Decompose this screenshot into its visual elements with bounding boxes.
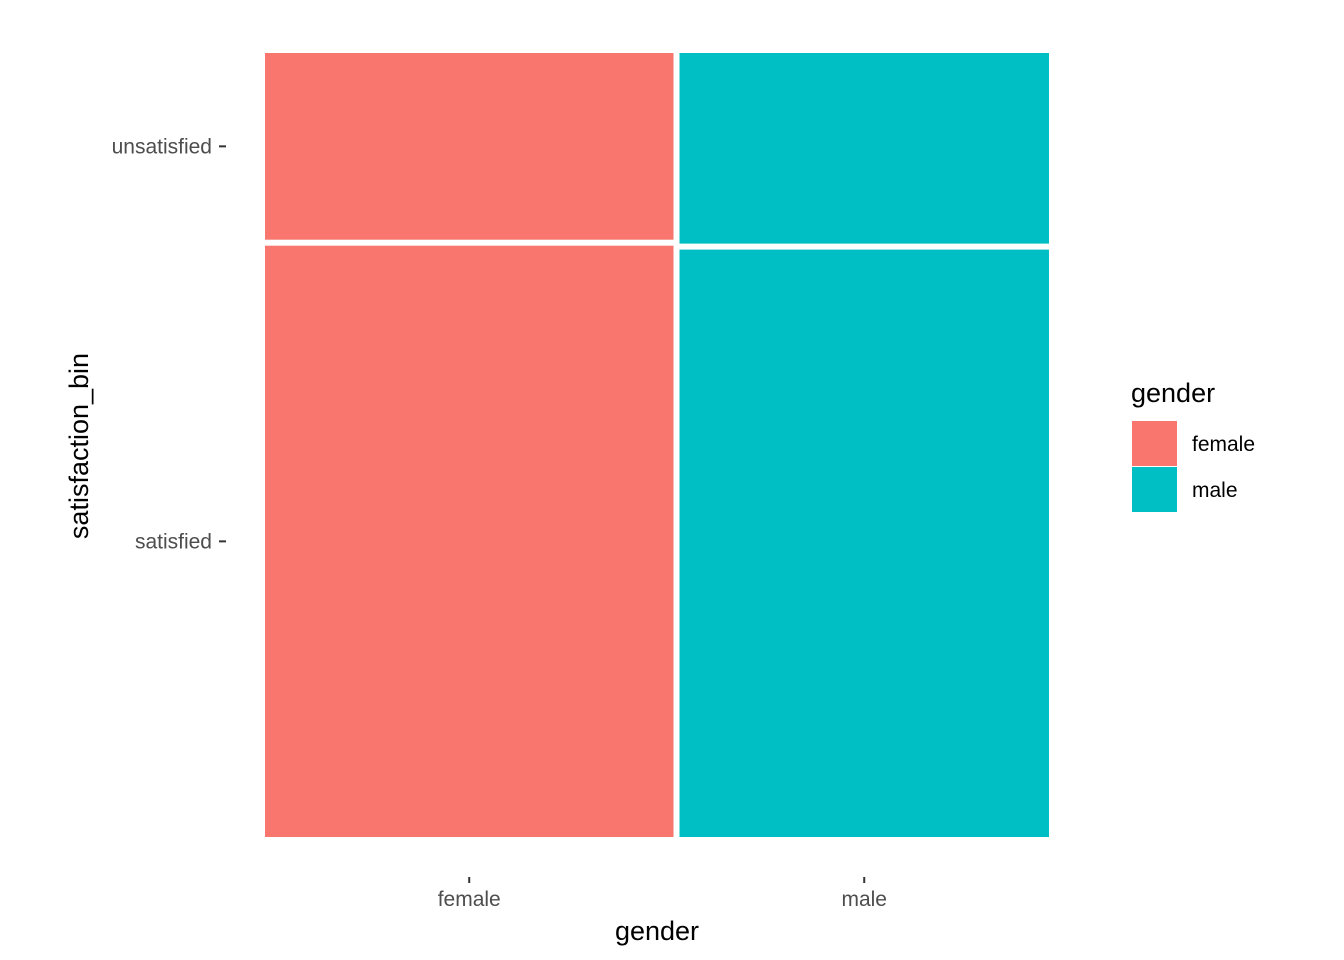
x-axis-title: gender (615, 916, 699, 946)
legend-label-female: female (1192, 433, 1255, 456)
y-axis-title: satisfaction_bin (64, 353, 94, 539)
axis-ticks: female male satisfied unsatisfied (112, 135, 887, 911)
cell-male-satisfied (679, 249, 1049, 838)
cell-female-satisfied (265, 245, 674, 837)
y-tick-label-unsatisfied: unsatisfied (112, 135, 212, 158)
x-tick-label-male: male (841, 888, 887, 911)
y-tick-label-satisfied: satisfied (135, 530, 212, 553)
legend-label-male: male (1192, 479, 1238, 502)
legend-items: female male (1132, 421, 1255, 512)
x-tick-label-female: female (438, 888, 501, 911)
legend-title: gender (1131, 378, 1215, 408)
legend: gender female male (1131, 378, 1255, 512)
legend-swatch-female (1132, 421, 1177, 466)
cell-female-unsatisfied (265, 53, 674, 240)
legend-swatch-male (1132, 467, 1177, 512)
cell-male-unsatisfied (679, 53, 1049, 244)
mosaic-cells (265, 53, 1049, 838)
